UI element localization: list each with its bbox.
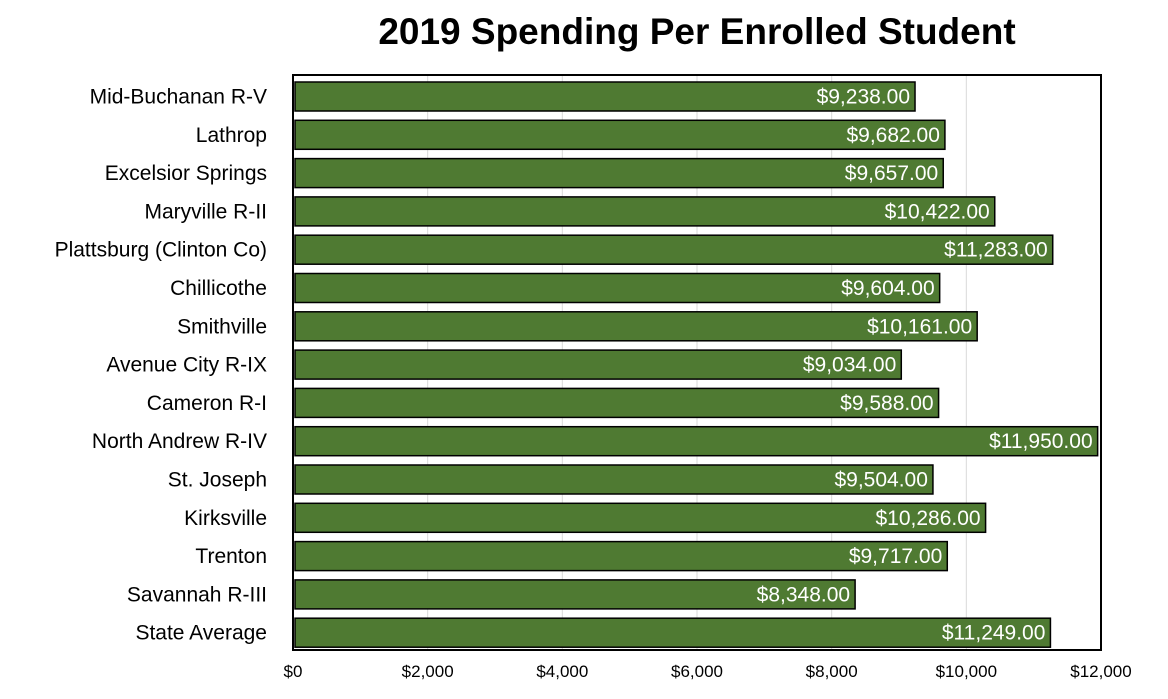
category-label: North Andrew R-IV <box>92 430 267 453</box>
category-label: Trenton <box>195 545 267 568</box>
data-label: $9,657.00 <box>845 162 938 185</box>
data-label: $9,682.00 <box>846 124 939 147</box>
data-label: $9,588.00 <box>840 392 933 415</box>
bar <box>294 387 940 419</box>
bar <box>294 579 856 610</box>
category-label: Plattsburg (Clinton Co) <box>55 239 267 262</box>
x-tick-label: $0 <box>284 662 303 681</box>
category-label: Excelsior Springs <box>105 162 267 185</box>
bar <box>294 81 916 112</box>
category-label: Lathrop <box>196 124 267 147</box>
bar <box>294 502 987 534</box>
bar <box>294 425 1099 457</box>
bar <box>294 540 949 572</box>
data-label: $9,504.00 <box>834 469 927 492</box>
data-label: $11,283.00 <box>944 239 1048 262</box>
data-label: $10,422.00 <box>885 200 990 223</box>
x-tick-label: $8,000 <box>806 662 858 681</box>
plot-frame <box>292 74 1102 651</box>
category-label: Cameron R-I <box>147 392 267 415</box>
data-label: $10,161.00 <box>867 315 972 338</box>
bar <box>294 349 903 380</box>
x-tick-label: $4,000 <box>536 662 588 681</box>
data-label: $9,238.00 <box>817 86 910 109</box>
category-label: St. Joseph <box>168 469 267 492</box>
bar <box>294 196 996 227</box>
x-tick-label: $10,000 <box>936 662 997 681</box>
category-label: Maryville R-II <box>144 200 267 223</box>
category-label: State Average <box>135 622 267 645</box>
category-label: Kirksville <box>184 507 267 530</box>
data-label: $11,950.00 <box>989 430 1093 453</box>
data-label: $8,348.00 <box>757 583 850 606</box>
category-label: Mid-Buchanan R-V <box>90 86 267 109</box>
bar <box>294 119 946 151</box>
data-label: $10,286.00 <box>875 507 980 530</box>
data-label: $9,717.00 <box>849 545 942 568</box>
data-label: $9,604.00 <box>841 277 934 300</box>
bar <box>294 272 941 304</box>
x-tick-label: $6,000 <box>671 662 723 681</box>
category-label: Avenue City R-IX <box>106 354 267 377</box>
category-label: Savannah R-III <box>127 583 267 606</box>
data-label: $9,034.00 <box>803 354 896 377</box>
x-tick-label: $2,000 <box>402 662 454 681</box>
bar <box>294 311 978 342</box>
x-tick-label: $12,000 <box>1070 662 1131 681</box>
category-label: Smithville <box>177 315 267 338</box>
category-label: Chillicothe <box>170 277 267 300</box>
bar <box>294 234 1054 265</box>
bar <box>294 157 944 189</box>
data-label: $11,249.00 <box>942 622 1046 645</box>
bar <box>294 464 934 495</box>
bar <box>294 617 1052 648</box>
chart-title: 2019 Spending Per Enrolled Student <box>378 11 1016 52</box>
